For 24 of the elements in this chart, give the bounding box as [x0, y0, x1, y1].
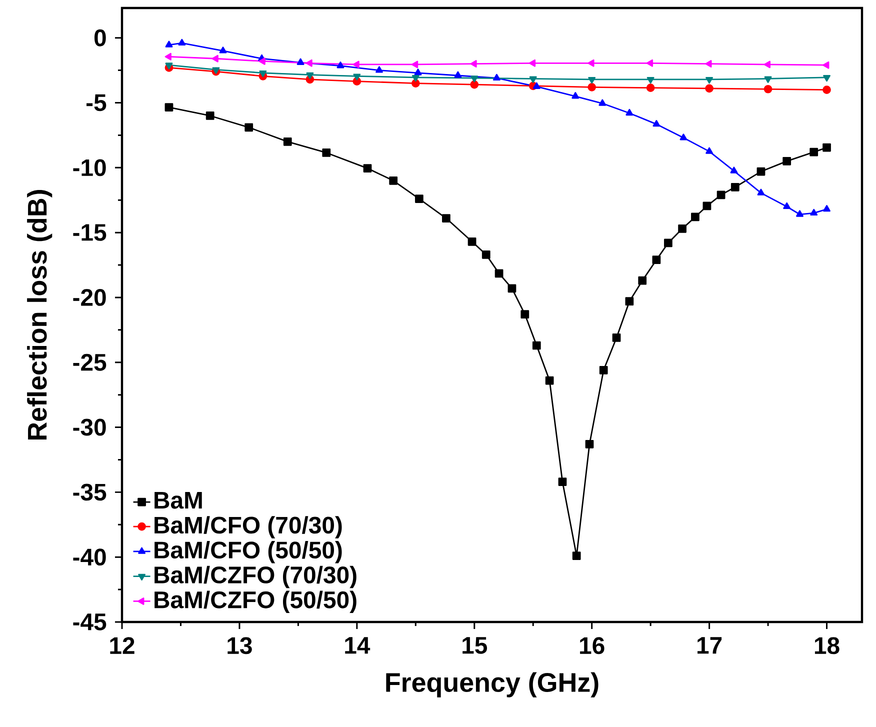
legend-label: BaM/CZFO (70/30) — [154, 566, 356, 588]
y-axis-title: Reflection loss (dB) — [27, 190, 52, 440]
y-tick-label: -10 — [73, 159, 106, 176]
y-tick-label: -15 — [73, 224, 106, 241]
x-tick-label: 15 — [462, 637, 488, 654]
y-tick-label: -5 — [86, 94, 106, 112]
y-tick-label: 0 — [94, 29, 106, 46]
legend-label: BaM/CZFO (50/50) — [154, 590, 356, 614]
y-tick-label: -30 — [73, 418, 106, 436]
x-tick-label: 12 — [110, 637, 134, 654]
legend-label: BaM/CFO (50/50) — [154, 540, 342, 564]
x-tick-label: 14 — [345, 637, 370, 654]
y-tick-label: -25 — [73, 354, 106, 371]
y-tick-label: -20 — [73, 289, 106, 306]
y-tick-label: -35 — [73, 484, 106, 501]
y-tick-label: -45 — [73, 614, 106, 630]
x-axis-title: Frequency (GHz) — [386, 672, 598, 698]
y-tick-label: -40 — [73, 548, 106, 566]
legend-label: BaM/CFO (70/30) — [154, 516, 342, 538]
legend-label: BaM — [154, 492, 202, 509]
x-tick-label: 18 — [814, 637, 840, 654]
x-tick-label: 13 — [228, 637, 252, 654]
x-tick-label: 17 — [698, 637, 722, 654]
x-tick-label: 16 — [580, 637, 604, 654]
